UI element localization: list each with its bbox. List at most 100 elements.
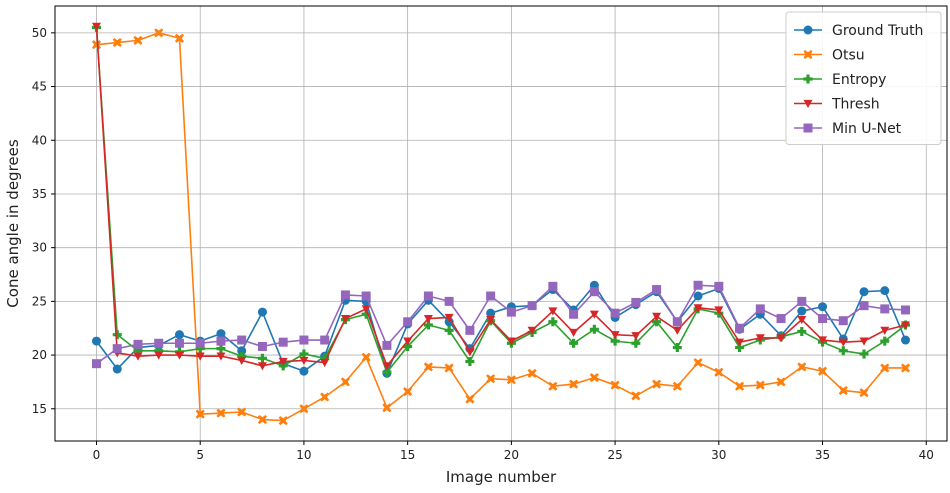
data-point-otsu	[527, 368, 537, 378]
data-point-min-u-net	[901, 305, 911, 315]
data-point-min-u-net	[216, 336, 226, 346]
data-point-otsu	[112, 38, 122, 48]
data-point-otsu	[797, 362, 807, 372]
legend-marker	[803, 123, 813, 133]
data-point-ground-truth	[486, 308, 496, 318]
data-point-min-u-net	[797, 296, 807, 306]
series-thresh	[91, 22, 911, 371]
data-point-otsu	[465, 394, 475, 404]
data-point-entropy	[444, 325, 454, 335]
x-tick-label: 25	[607, 448, 622, 462]
data-point-thresh	[610, 331, 620, 340]
data-point-thresh	[444, 313, 454, 322]
data-point-entropy	[735, 343, 745, 353]
y-tick-label: 35	[32, 187, 47, 201]
data-point-min-u-net	[818, 314, 828, 324]
data-point-min-u-net	[154, 338, 164, 348]
data-point-ground-truth	[818, 302, 828, 312]
legend-item-ground-truth: Ground Truth	[794, 23, 923, 39]
x-tick-label: 0	[93, 448, 101, 462]
grid	[55, 6, 947, 441]
data-point-otsu	[320, 392, 330, 402]
data-point-otsu	[735, 381, 745, 391]
data-point-min-u-net	[465, 325, 475, 335]
data-point-min-u-net	[486, 291, 496, 301]
data-point-min-u-net	[527, 301, 537, 311]
series-otsu	[91, 28, 911, 426]
data-point-thresh	[133, 352, 143, 361]
data-point-otsu	[299, 404, 309, 414]
data-point-entropy	[403, 341, 413, 351]
data-point-entropy	[423, 320, 433, 330]
data-point-entropy	[631, 338, 641, 348]
data-point-min-u-net	[403, 317, 413, 327]
y-tick-label: 20	[32, 348, 47, 362]
data-point-thresh	[91, 22, 101, 31]
data-point-entropy	[859, 349, 869, 359]
data-point-min-u-net	[652, 285, 662, 295]
data-point-otsu	[133, 35, 143, 45]
data-point-min-u-net	[880, 304, 890, 314]
data-point-min-u-net	[278, 337, 288, 347]
data-point-thresh	[548, 307, 558, 316]
legend-marker	[803, 99, 813, 108]
data-point-ground-truth	[693, 291, 703, 301]
plot-frame	[54, 5, 948, 442]
data-point-min-u-net	[444, 296, 454, 306]
data-point-ground-truth	[216, 329, 226, 339]
data-point-thresh	[818, 336, 828, 345]
legend-label: Entropy	[832, 72, 886, 88]
data-point-ground-truth	[859, 287, 869, 297]
x-tick-label: 5	[196, 448, 204, 462]
x-tick-label: 10	[296, 448, 311, 462]
data-point-thresh	[299, 356, 309, 365]
data-point-entropy	[880, 336, 890, 346]
data-point-thresh	[838, 338, 848, 347]
data-point-ground-truth	[257, 307, 267, 317]
data-point-entropy	[589, 324, 599, 334]
data-point-otsu	[361, 352, 371, 362]
data-point-entropy	[154, 346, 164, 356]
series-line-min-u-net	[96, 284, 906, 365]
data-point-min-u-net	[133, 339, 143, 349]
data-point-otsu	[569, 379, 579, 389]
data-point-otsu	[652, 379, 662, 389]
data-point-ground-truth	[112, 364, 122, 374]
data-point-min-u-net	[693, 280, 703, 290]
data-point-entropy	[548, 317, 558, 327]
data-point-min-u-net	[257, 341, 267, 351]
data-point-min-u-net	[361, 291, 371, 301]
data-point-thresh	[195, 352, 205, 361]
series-line-ground-truth	[95, 284, 907, 375]
data-point-min-u-net	[610, 308, 620, 318]
data-point-otsu	[154, 28, 164, 38]
data-point-min-u-net	[299, 335, 309, 345]
legend-item-thresh: Thresh	[794, 97, 880, 113]
data-point-otsu	[755, 380, 765, 390]
data-point-thresh	[631, 332, 641, 341]
x-axis-label: Image number	[446, 468, 557, 486]
data-point-thresh	[320, 358, 330, 368]
data-point-entropy	[610, 336, 620, 346]
data-point-entropy	[216, 344, 226, 354]
data-point-otsu	[423, 362, 433, 372]
data-point-thresh	[652, 312, 662, 321]
series-layer	[91, 22, 911, 426]
data-point-min-u-net	[237, 335, 247, 345]
y-tick-label: 25	[32, 294, 47, 308]
legend-label: Ground Truth	[832, 23, 923, 39]
data-point-ground-truth	[174, 330, 184, 340]
data-point-otsu	[444, 363, 454, 373]
data-point-thresh	[465, 348, 475, 357]
data-point-min-u-net	[506, 307, 516, 317]
x-tick-label: 30	[711, 448, 726, 462]
data-point-min-u-net	[340, 290, 350, 300]
data-point-min-u-net	[112, 344, 122, 354]
data-point-thresh	[880, 326, 890, 335]
data-point-entropy	[299, 349, 309, 359]
legend-item-otsu: Otsu	[794, 48, 865, 64]
y-tick-label: 30	[32, 241, 47, 255]
data-point-entropy	[133, 346, 143, 356]
data-point-entropy	[797, 326, 807, 336]
